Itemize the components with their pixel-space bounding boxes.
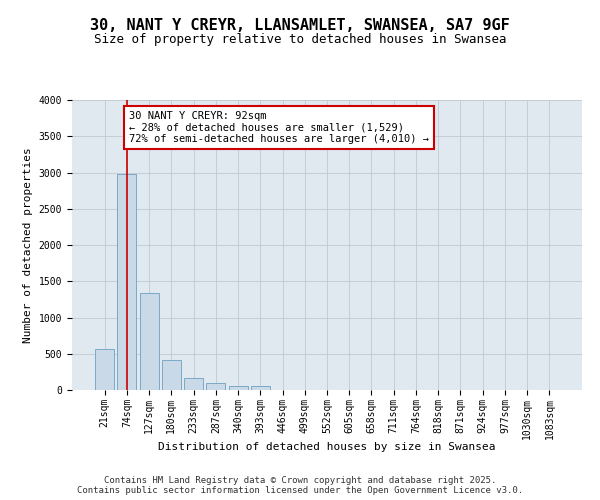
Bar (162, 360, 181, 390)
Bar (251, 386, 270, 390)
Bar (206, 383, 225, 390)
Bar (118, 174, 136, 390)
Text: 30, NANT Y CREYR, LLANSAMLET, SWANSEA, SA7 9GF: 30, NANT Y CREYR, LLANSAMLET, SWANSEA, S… (90, 18, 510, 32)
Bar (95, 350, 114, 390)
Text: 30 NANT Y CREYR: 92sqm
← 28% of detached houses are smaller (1,529)
72% of semi-: 30 NANT Y CREYR: 92sqm ← 28% of detached… (129, 111, 429, 144)
Bar (184, 378, 203, 390)
Text: Size of property relative to detached houses in Swansea: Size of property relative to detached ho… (94, 32, 506, 46)
Text: Distribution of detached houses by size in Swansea: Distribution of detached houses by size … (158, 442, 496, 452)
Bar (229, 386, 248, 390)
Text: Contains HM Land Registry data © Crown copyright and database right 2025.
Contai: Contains HM Land Registry data © Crown c… (77, 476, 523, 495)
Bar (140, 293, 158, 390)
Y-axis label: Number of detached properties: Number of detached properties (23, 147, 33, 343)
